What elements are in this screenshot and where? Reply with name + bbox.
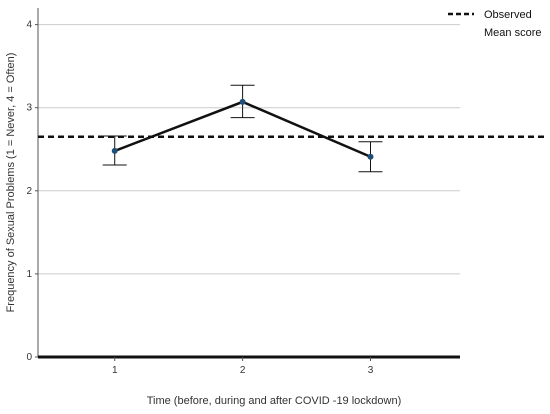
- x-tick-label-1: 1: [112, 365, 118, 376]
- axes: 0 1 2 3 4 1 2 3: [26, 8, 460, 376]
- data-point-1: [111, 147, 118, 154]
- series-layer: [102, 84, 383, 173]
- x-tick-label-2: 2: [240, 365, 246, 376]
- y-axis-title: Frequency of Sexual Problems (1 = Never,…: [5, 53, 17, 313]
- y-tick-label-3: 3: [26, 103, 32, 114]
- gridlines: [38, 24, 460, 275]
- y-tick-label-1: 1: [26, 269, 32, 280]
- data-point-3: [367, 153, 374, 160]
- y-tick-label-4: 4: [26, 20, 32, 31]
- x-axis-title: Time (before, during and after COVID -19…: [147, 395, 402, 407]
- x-tick-label-3: 3: [368, 365, 374, 376]
- legend-label-line2: Mean score: [484, 27, 541, 39]
- legend: Observed Mean score: [448, 9, 541, 39]
- legend-label-line1: Observed: [484, 9, 532, 21]
- y-tick-label-2: 2: [26, 186, 32, 197]
- y-tick-label-0: 0: [26, 352, 32, 363]
- data-point-2: [239, 98, 246, 105]
